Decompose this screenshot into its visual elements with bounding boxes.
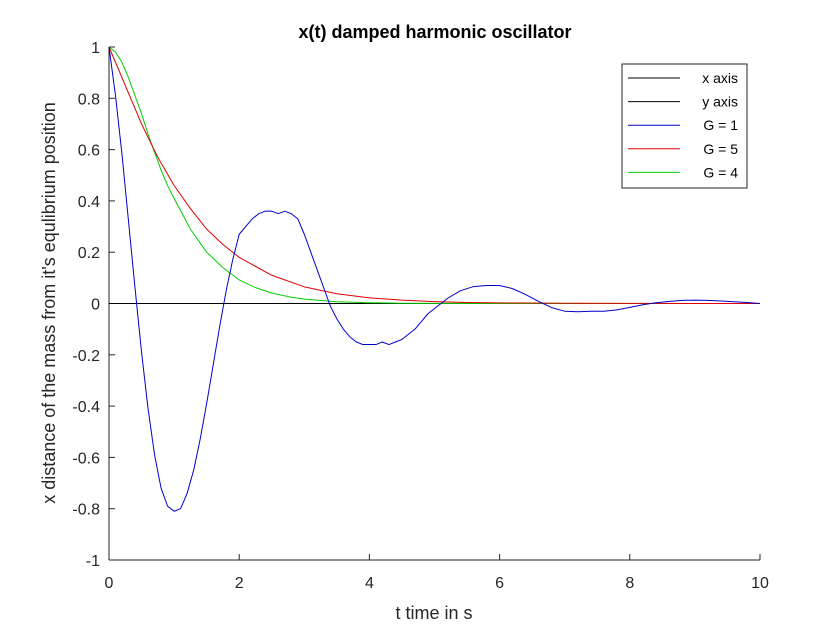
series-line-g-4 bbox=[108, 46, 760, 304]
x-tick-label: 0 bbox=[105, 575, 114, 592]
y-tick-label: -0.2 bbox=[72, 348, 100, 365]
legend-box bbox=[621, 63, 748, 189]
y-tick-label: -0.6 bbox=[72, 450, 100, 467]
y-axis-label: x distance of the mass from it's equlibr… bbox=[39, 102, 59, 504]
y-tick-label: -0.4 bbox=[72, 399, 100, 416]
x-tick-label: 6 bbox=[495, 575, 504, 592]
legend-entry-x-axis: x axis bbox=[702, 70, 738, 86]
y-tick-label: 1 bbox=[91, 40, 100, 57]
x-tick-label: 2 bbox=[235, 575, 244, 592]
y-tick-label: 0.2 bbox=[78, 245, 100, 262]
series-line-g-1 bbox=[108, 46, 761, 512]
legend-entry-g-4: G = 4 bbox=[703, 164, 738, 180]
legend: x axis y axis G = 1 G = 5 G = 4 bbox=[621, 63, 748, 189]
series-lines bbox=[108, 46, 761, 512]
y-tick-label: -1 bbox=[86, 553, 100, 570]
x-tick-label: 10 bbox=[751, 575, 769, 592]
y-tick-label: 0 bbox=[91, 297, 100, 314]
y-tick-label: 0.8 bbox=[78, 91, 100, 108]
legend-entry-y-axis: y axis bbox=[702, 94, 738, 110]
y-tick-label: 0.6 bbox=[78, 143, 100, 160]
legend-entry-g-1: G = 1 bbox=[703, 117, 738, 133]
y-tick-label: 0.4 bbox=[78, 194, 100, 211]
legend-entry-g-5: G = 5 bbox=[703, 141, 738, 157]
tick-labels: 0 2 4 6 8 10 1 0.8 0.6 0.4 0.2 0 -0.2 -0.4 -0.6 -0.8 -1 bbox=[72, 40, 769, 592]
chart-title: x(t) damped harmonic oscillator bbox=[298, 22, 571, 42]
x-tick-label: 8 bbox=[625, 575, 634, 592]
y-tick-label: -0.8 bbox=[72, 502, 100, 519]
x-axis-label: t time in s bbox=[395, 603, 472, 623]
x-tick-label: 4 bbox=[365, 575, 374, 592]
